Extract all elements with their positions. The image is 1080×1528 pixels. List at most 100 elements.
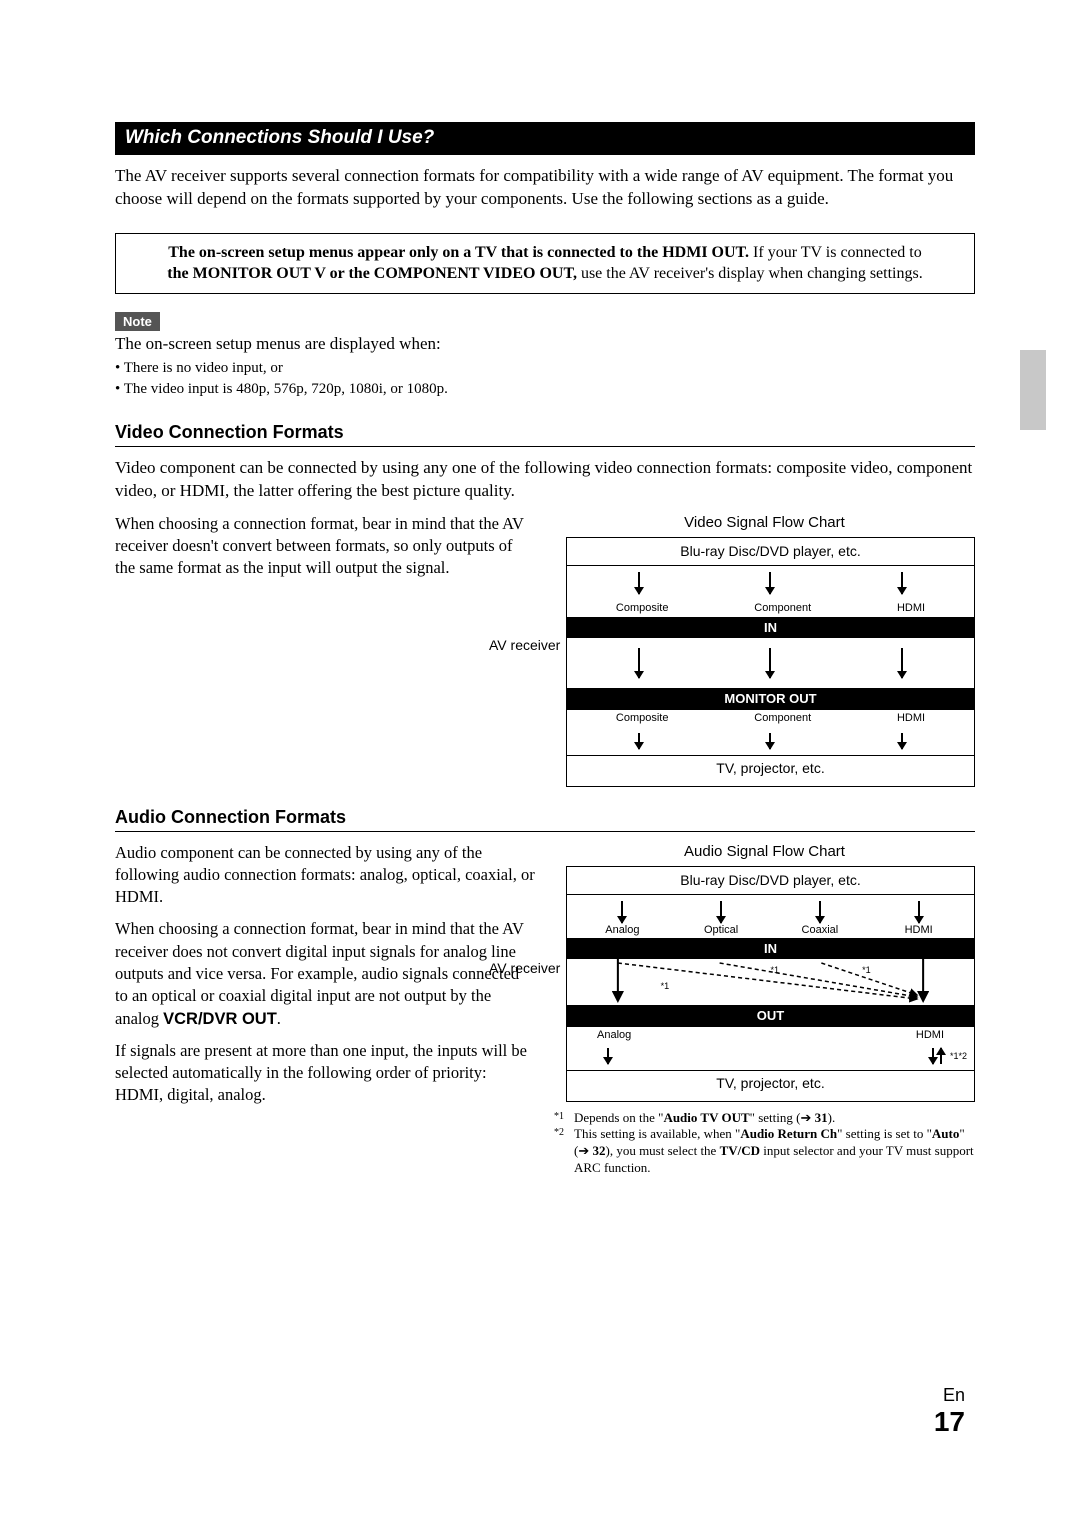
audio-heading: Audio Connection Formats	[115, 807, 975, 832]
video-para1: Video component can be connected by usin…	[115, 457, 975, 503]
label: HDMI	[869, 923, 968, 938]
callout-part2: If your TV is connected to	[753, 244, 922, 261]
video-sink-label: TV, projector, etc.	[567, 755, 974, 782]
in-bar: IN	[567, 617, 974, 639]
down-arrow-icon	[769, 572, 771, 594]
video-in-labels: Composite Component HDMI	[567, 600, 974, 617]
page-number: 17	[934, 1406, 965, 1438]
side-grey-tab	[1020, 350, 1046, 430]
down-arrow-icon	[769, 733, 771, 749]
label: Composite	[616, 601, 669, 616]
vcr-dvr-out-bold: VCR/DVR OUT	[163, 1010, 277, 1028]
down-arrow-icon	[607, 1048, 609, 1064]
video-signal-diagram: AV receiver Blu-ray Disc/DVD player, etc…	[566, 537, 975, 787]
t: Audio TV OUT	[663, 1110, 749, 1125]
label: Component	[754, 601, 811, 616]
audio-signal-diagram: AV receiver Blu-ray Disc/DVD player, etc…	[566, 866, 975, 1102]
audio-footnotes: *1 Depends on the "Audio TV OUT" setting…	[554, 1110, 975, 1178]
down-arrow-icon	[621, 901, 623, 923]
page-lang: En	[934, 1385, 965, 1406]
label: Optical	[672, 923, 771, 938]
audio-chart-title: Audio Signal Flow Chart	[554, 842, 975, 862]
label: Analog	[597, 1028, 631, 1043]
page-content: Which Connections Should I Use? The AV r…	[115, 122, 975, 1177]
video-out-labels: Composite Component HDMI	[567, 710, 974, 727]
video-left-col: When choosing a connection format, bear …	[115, 513, 536, 787]
down-arrow-icon	[769, 648, 771, 678]
t: Depends on the "	[574, 1110, 663, 1125]
t: " setting (➔	[750, 1110, 815, 1125]
intro-paragraph: The AV receiver supports several connect…	[115, 165, 975, 211]
av-receiver-label: AV receiver	[489, 959, 560, 978]
av-receiver-label: AV receiver	[489, 636, 560, 655]
t: Audio Return Ch	[740, 1126, 837, 1141]
down-arrow-icon	[901, 648, 903, 678]
text: .	[277, 1009, 281, 1028]
footnote: *2 This setting is available, when "Audi…	[554, 1126, 975, 1177]
video-para2: When choosing a connection format, bear …	[115, 513, 536, 580]
audio-right-col: Audio Signal Flow Chart AV receiver Blu-…	[554, 842, 975, 1177]
video-right-col: Video Signal Flow Chart AV receiver Blu-…	[554, 513, 975, 787]
svg-text:*1: *1	[661, 981, 670, 991]
t: TV/CD	[720, 1143, 760, 1158]
t: Auto	[932, 1126, 959, 1141]
out-note: *1*2	[950, 1050, 967, 1062]
t: " setting is set to "	[837, 1126, 932, 1141]
video-two-column: When choosing a connection format, bear …	[115, 513, 975, 787]
label: HDMI	[897, 711, 925, 726]
arrow-row	[567, 566, 974, 600]
down-arrow-icon	[638, 733, 640, 749]
audio-para1: Audio component can be connected by usin…	[115, 842, 536, 909]
t: 31	[815, 1110, 828, 1125]
note-lead: The on-screen setup menus are displayed …	[115, 333, 975, 356]
note-bullet-list: There is no video input, or The video in…	[115, 358, 975, 400]
note-bullet: The video input is 480p, 576p, 720p, 108…	[115, 379, 975, 400]
audio-source-label: Blu-ray Disc/DVD player, etc.	[567, 867, 974, 895]
monitor-out-bar: MONITOR OUT	[567, 688, 974, 710]
page-number-block: En 17	[934, 1385, 965, 1438]
down-arrow-icon	[901, 733, 903, 749]
callout-part3: the MONITOR OUT V or the COMPONENT VIDEO…	[167, 265, 581, 282]
t: ), you must select the	[605, 1143, 719, 1158]
down-arrow-icon	[720, 901, 722, 923]
in-bar: IN	[567, 938, 974, 960]
down-arrow-icon	[638, 572, 640, 594]
up-arrow-icon	[940, 1048, 942, 1064]
footnote: *1 Depends on the "Audio TV OUT" setting…	[554, 1110, 975, 1127]
down-arrow-icon	[819, 901, 821, 923]
audio-para3: If signals are present at more than one …	[115, 1040, 536, 1107]
audio-left-col: Audio component can be connected by usin…	[115, 842, 536, 1177]
label: HDMI	[897, 601, 925, 616]
label: Coaxial	[771, 923, 870, 938]
down-arrow-icon	[638, 648, 640, 678]
down-arrow-icon	[932, 1048, 934, 1064]
callout-part1: The on-screen setup menus appear only on…	[168, 244, 753, 261]
label: HDMI	[916, 1028, 944, 1043]
arrow-row	[567, 727, 974, 755]
footnote-text: This setting is available, when "Audio R…	[574, 1126, 975, 1177]
label: Analog	[573, 923, 672, 938]
out-bar: OUT	[567, 1005, 974, 1027]
down-arrow-icon	[918, 901, 920, 923]
callout-box: The on-screen setup menus appear only on…	[115, 233, 975, 294]
t: ).	[828, 1110, 836, 1125]
footnote-text: Depends on the "Audio TV OUT" setting (➔…	[574, 1110, 835, 1127]
t: This setting is available, when "	[574, 1126, 740, 1141]
svg-text:*1: *1	[862, 965, 871, 975]
footnote-mark: *1	[554, 1110, 574, 1127]
note-badge: Note	[115, 312, 160, 331]
label: Composite	[616, 711, 669, 726]
audio-out-labels: Analog HDMI	[567, 1027, 974, 1044]
t: 32	[592, 1143, 605, 1158]
label: Component	[754, 711, 811, 726]
video-source-label: Blu-ray Disc/DVD player, etc.	[567, 538, 974, 566]
note-bullet: There is no video input, or	[115, 358, 975, 379]
svg-text:*1: *1	[771, 965, 780, 975]
arrow-row: *1*2	[567, 1044, 974, 1070]
audio-para2: When choosing a connection format, bear …	[115, 918, 536, 1029]
audio-in-labels: Analog Optical Coaxial HDMI	[567, 923, 974, 938]
video-chart-title: Video Signal Flow Chart	[554, 513, 975, 533]
audio-two-column: Audio component can be connected by usin…	[115, 842, 975, 1177]
arrow-row	[567, 895, 974, 923]
arrow-row	[567, 638, 974, 688]
